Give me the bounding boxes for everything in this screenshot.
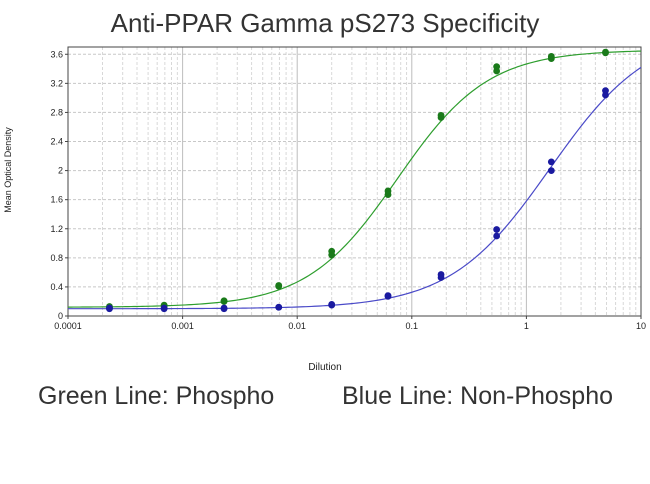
data-point-phospho xyxy=(328,251,336,259)
x-tick-label: 0.0001 xyxy=(54,321,82,331)
data-point-non-phospho xyxy=(493,232,501,240)
data-point-non-phospho xyxy=(275,303,283,311)
data-point-non-phospho xyxy=(328,301,336,309)
legend-caption-phospho: Green Line: Phospho xyxy=(38,382,275,410)
data-point-non-phospho xyxy=(384,292,392,300)
legend-caption-non-phospho: Blue Line: Non-Phospho xyxy=(342,382,614,410)
plot-frame xyxy=(67,46,642,317)
data-point-phospho xyxy=(275,282,283,289)
y-tick-label: 0.4 xyxy=(50,282,63,292)
y-tick-label: 2 xyxy=(58,166,63,176)
data-point-non-phospho xyxy=(106,304,113,312)
data-point-phospho xyxy=(547,55,555,63)
x-tick-label: 0.1 xyxy=(406,321,419,331)
data-point-non-phospho xyxy=(220,305,228,313)
x-tick-label: 1 xyxy=(524,321,529,331)
x-tick-label: 0.001 xyxy=(171,321,194,331)
x-tick-label: 0.01 xyxy=(288,321,306,331)
plot-area xyxy=(68,47,641,316)
chart-title: Anti-PPAR Gamma pS273 Specificity xyxy=(110,8,540,38)
x-tick-label: 10 xyxy=(636,321,646,331)
y-tick-label: 2.8 xyxy=(50,107,63,117)
data-point-phospho xyxy=(437,114,445,121)
data-point-phospho xyxy=(384,191,392,198)
y-tick-label: 1.2 xyxy=(50,224,63,234)
y-tick-label: 2.4 xyxy=(50,137,63,147)
data-point-phospho xyxy=(602,48,609,56)
data-point-non-phospho xyxy=(160,304,168,312)
data-point-phospho xyxy=(493,67,501,75)
y-tick-label: 0.8 xyxy=(50,253,63,263)
data-point-non-phospho xyxy=(437,274,445,281)
y-axis-label: Mean Optical Density xyxy=(3,127,13,213)
y-tick-label: 3.6 xyxy=(50,49,63,59)
data-point-non-phospho xyxy=(547,158,555,166)
y-tick-label: 0 xyxy=(58,311,63,321)
data-point-non-phospho xyxy=(547,167,555,174)
data-point-non-phospho xyxy=(602,91,609,99)
data-point-non-phospho xyxy=(493,226,501,233)
y-tick-label: 1.6 xyxy=(50,195,63,205)
data-point-phospho xyxy=(220,298,228,305)
y-tick-label: 3.2 xyxy=(50,78,63,88)
x-axis-label: Dilution xyxy=(308,362,342,373)
